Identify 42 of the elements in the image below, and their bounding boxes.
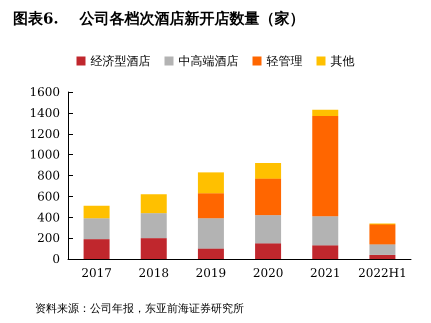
bar <box>140 213 167 238</box>
bar <box>84 206 110 218</box>
y-tick-label: 1000 <box>29 148 60 162</box>
bar <box>198 172 224 194</box>
legend-label: 其他 <box>330 54 354 68</box>
y-tick-label: 0 <box>52 252 60 266</box>
bar <box>198 248 224 259</box>
x-tick-label: 2019 <box>196 266 226 280</box>
bar <box>140 194 167 214</box>
y-tick-label: 200 <box>37 231 60 246</box>
bar <box>84 218 110 240</box>
bar <box>198 218 224 249</box>
y-tick-label: 1600 <box>29 85 60 99</box>
chart-title: 图表6. 公司各档次酒店新开店数量（家） <box>13 10 305 28</box>
legend-label: 轻管理 <box>266 54 302 68</box>
bar <box>312 110 338 116</box>
bar <box>369 254 396 259</box>
bar <box>198 193 224 218</box>
bar <box>140 238 167 259</box>
bar <box>255 215 282 244</box>
x-tick-label: 2017 <box>81 266 112 280</box>
x-tick-label: 2021 <box>310 266 341 280</box>
y-tick-label: 1400 <box>29 106 60 120</box>
y-tick-label: 600 <box>37 189 60 204</box>
legend-label: 中高端酒店 <box>178 54 238 68</box>
bar <box>369 244 396 255</box>
legend-label: 经济型酒店 <box>90 54 150 68</box>
x-tick-label: 2022H1 <box>358 266 407 280</box>
bar <box>255 162 282 179</box>
bar <box>312 245 338 259</box>
bar <box>255 178 282 216</box>
x-tick-label: 2018 <box>138 266 170 280</box>
y-tick-label: 1200 <box>29 126 60 141</box>
y-tick-label: 800 <box>37 168 60 182</box>
y-tick-label: 400 <box>37 210 60 224</box>
bar <box>312 116 338 216</box>
text: 资料来源：公司年报，东亚前海证券研究所 <box>35 302 244 315</box>
bar <box>369 224 396 244</box>
bar <box>84 239 110 259</box>
bar <box>312 216 338 246</box>
x-tick-label: 2020 <box>252 266 284 280</box>
bar <box>255 243 282 259</box>
